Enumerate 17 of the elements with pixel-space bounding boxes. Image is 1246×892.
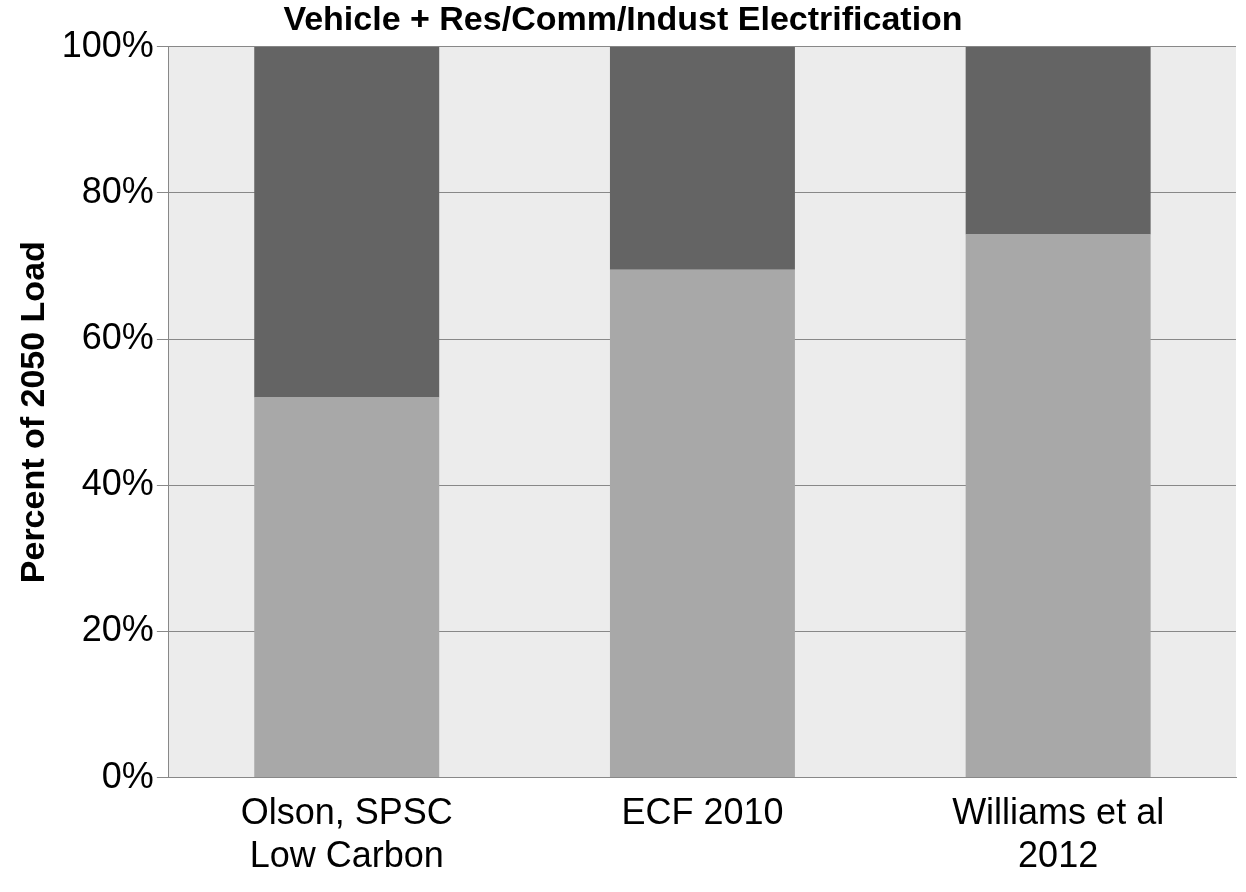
y-tick-label: 80% [81,169,154,211]
bar [254,397,440,778]
bar [965,46,1151,235]
bar [965,234,1151,778]
y-tick-label: 60% [81,316,154,358]
x-tick-label: ECF 2010 [621,791,784,833]
x-tick-label: Olson, SPSC Low Carbon [240,791,453,876]
y-tick-label: 40% [81,462,154,504]
y-tick-label: 100% [61,23,154,65]
bar [254,46,440,398]
y-tick-label: 0% [101,754,154,796]
bar [609,46,795,270]
x-tick-label: Williams et al 2012 [952,791,1165,876]
bar [609,269,795,778]
chart-title: Vehicle + Res/Comm/Indust Electrification [283,0,963,37]
y-tick-label: 20% [81,608,154,650]
y-axis-title: Percent of 2050 Load [12,241,51,584]
